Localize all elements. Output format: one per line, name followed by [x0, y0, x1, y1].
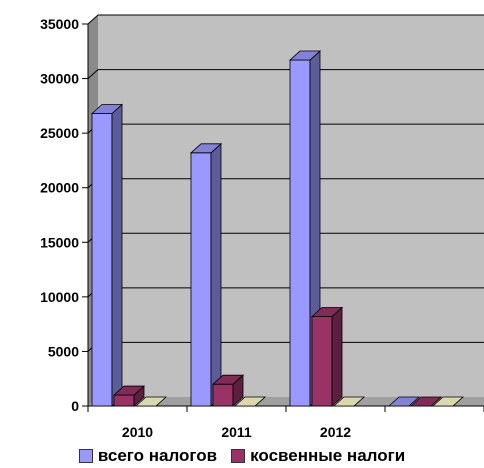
- legend: всего налогов косвенные налоги: [0, 445, 484, 467]
- bar: [90, 103, 124, 407]
- gridline-side: [87, 14, 99, 25]
- y-tick-label: 10000: [40, 289, 79, 305]
- bars: [90, 50, 465, 407]
- y-tick-label: 5000: [48, 343, 79, 359]
- legend-label-total-taxes: всего налогов: [97, 446, 218, 465]
- x-tick-label: 2010: [122, 424, 153, 440]
- x-tick-label: 2012: [320, 424, 351, 440]
- y-tick-label: 30000: [40, 71, 79, 87]
- x-axis-ticks: 2010 2011 2012: [87, 406, 484, 440]
- y-axis-ticks: 0 5000 10000 15000 20000 25000 30000 35000: [40, 16, 88, 414]
- x-tick-label: 2011: [221, 424, 252, 440]
- bar: [332, 396, 366, 407]
- bar: [112, 385, 146, 407]
- legend-item-indirect-taxes: косвенные налоги: [231, 446, 405, 466]
- legend-swatch-indirect-taxes: [231, 449, 246, 463]
- bar: [233, 396, 267, 407]
- y-tick-label: 20000: [40, 180, 79, 196]
- plot-floor: [88, 397, 484, 406]
- legend-label-indirect-taxes: косвенные налоги: [250, 446, 406, 465]
- bar: [431, 396, 465, 407]
- y-tick-label: 0: [71, 398, 79, 414]
- y-tick-label: 25000: [40, 125, 79, 141]
- y-tick-label: 35000: [40, 16, 79, 32]
- bar: [211, 374, 245, 407]
- bar: [134, 396, 168, 407]
- bar: [387, 396, 421, 407]
- legend-item-total-taxes: всего налогов: [78, 446, 218, 466]
- gridline-side: [87, 69, 99, 79]
- bar: [310, 306, 344, 407]
- bar: [189, 142, 223, 407]
- legend-swatch-total-taxes: [78, 449, 93, 463]
- y-tick-label: 15000: [40, 234, 79, 250]
- bar: [409, 396, 443, 407]
